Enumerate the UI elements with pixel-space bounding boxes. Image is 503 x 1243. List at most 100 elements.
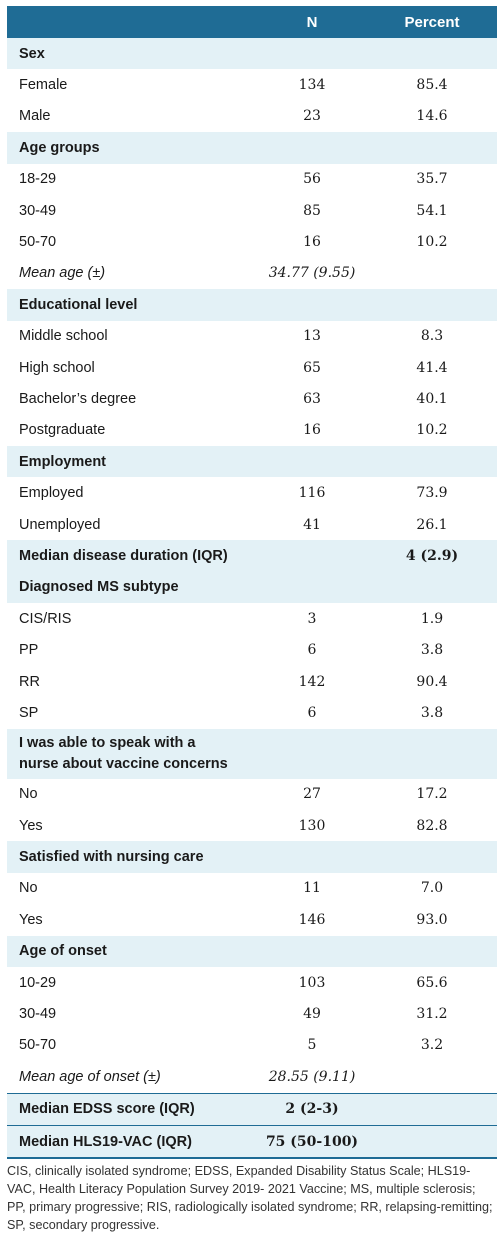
cell-percent: 93.0 — [416, 911, 448, 928]
table-row: Middle school 13 8.3 — [7, 321, 497, 352]
cell-percent: 41.4 — [416, 359, 448, 376]
cell-n: 23 — [303, 108, 321, 125]
section-row: Median EDSS score (IQR) 2 (2-3) — [7, 1092, 497, 1126]
section-row: Educational level — [7, 289, 497, 321]
cell-percent: 85.4 — [416, 77, 448, 94]
row-label: Female — [19, 77, 68, 94]
row-label: Mean age (±) — [19, 265, 106, 282]
table-row: Yes 130 82.8 — [7, 810, 497, 841]
cell-percent: 17.2 — [416, 786, 448, 803]
cell-n: 6 — [307, 704, 317, 721]
cell-percent: 90.4 — [416, 673, 448, 690]
table-row: 30-49 49 31.2 — [7, 998, 497, 1029]
cell-percent: 31.2 — [416, 1006, 448, 1023]
cell-n: 28.55 (9.11) — [268, 1068, 356, 1085]
table-wrapper: N Percent Sex Female 134 85.4 Male 23 14.6 Age … — [7, 6, 497, 1160]
cell-n: 16 — [303, 422, 321, 439]
cell-percent: 26.1 — [416, 516, 448, 533]
table-row: 10-29 103 65.6 — [7, 967, 497, 998]
row-label: Diagnosed MS subtype — [7, 571, 257, 604]
section-row: I was able to speak with a nurse about v… — [7, 728, 497, 779]
cell-n — [257, 446, 367, 478]
row-label: SP — [19, 704, 39, 721]
table-row: High school 65 41.4 — [7, 352, 497, 383]
cell-percent — [367, 38, 497, 70]
row-label: Median EDSS score (IQR) — [7, 1092, 257, 1126]
table-row: 18-29 56 35.7 — [7, 164, 497, 195]
cell-percent — [367, 841, 497, 873]
table-row: No 27 17.2 — [7, 779, 497, 810]
cell-percent: 10.2 — [416, 234, 448, 251]
section-row: Median HLS19-VAC (IQR) 75 (50-100) — [7, 1124, 497, 1160]
cell-n — [257, 38, 367, 70]
row-label: I was able to speak with a nurse about v… — [7, 728, 257, 779]
header-percent: Percent — [367, 6, 497, 38]
cell-percent: 3.2 — [420, 1037, 444, 1054]
cell-percent: 35.7 — [416, 171, 448, 188]
row-label: Educational level — [7, 289, 257, 321]
section-row: Diagnosed MS subtype — [7, 571, 497, 604]
table-row: Male 23 14.6 — [7, 101, 497, 132]
cell-n: 16 — [303, 234, 321, 251]
section-row: Satisfied with nursing care — [7, 841, 497, 873]
table-row: 50-70 16 10.2 — [7, 226, 497, 257]
cell-n: 13 — [303, 328, 321, 345]
cell-n: 2 (2-3) — [257, 1092, 367, 1126]
cell-n: 63 — [303, 390, 321, 407]
section-row: Employment — [7, 446, 497, 478]
cell-n — [257, 935, 367, 967]
row-label: Age groups — [7, 132, 257, 164]
cell-percent — [367, 1092, 497, 1126]
cell-n: 3 — [307, 610, 317, 627]
cell-n: 85 — [303, 202, 321, 219]
row-label: Median disease duration (IQR) — [7, 540, 257, 572]
cell-n: 116 — [298, 485, 326, 502]
cell-n: 130 — [298, 817, 326, 834]
cell-percent: 65.6 — [416, 974, 448, 991]
cell-n: 146 — [298, 911, 326, 928]
table-row: RR 142 90.4 — [7, 666, 497, 697]
row-label: Sex — [7, 38, 257, 70]
cell-percent: 82.8 — [416, 817, 448, 834]
cell-percent — [367, 728, 497, 779]
row-label: CIS/RIS — [19, 610, 72, 627]
row-label: Postgraduate — [19, 422, 106, 439]
cell-n: 49 — [303, 1006, 321, 1023]
cell-percent — [367, 571, 497, 604]
row-label: RR — [19, 673, 40, 690]
footnote-text: CIS, clinically isolated syndrome; EDSS,… — [7, 1164, 493, 1232]
table-row: Employed 116 73.9 — [7, 477, 497, 508]
cell-n: 5 — [307, 1037, 317, 1054]
table-row: SP 6 3.8 — [7, 697, 497, 728]
row-label: 50-70 — [19, 1037, 57, 1054]
cell-percent: 1.9 — [420, 610, 444, 627]
cell-percent: 54.1 — [416, 202, 448, 219]
cell-n: 65 — [303, 359, 321, 376]
row-label: 18-29 — [19, 171, 57, 188]
cell-percent: 10.2 — [416, 422, 448, 439]
row-label: High school — [19, 359, 95, 376]
cell-percent — [367, 1061, 497, 1093]
cell-percent: 7.0 — [420, 880, 444, 897]
cell-percent — [367, 935, 497, 967]
row-label: Median HLS19-VAC (IQR) — [7, 1124, 257, 1160]
cell-percent — [367, 446, 497, 478]
table-row: 30-49 85 54.1 — [7, 195, 497, 226]
row-label: Satisfied with nursing care — [7, 841, 257, 873]
cell-n: 56 — [303, 171, 321, 188]
row-label: Bachelor’s degree — [19, 390, 137, 407]
cell-percent: 73.9 — [416, 485, 448, 502]
row-label: Age of onset — [7, 935, 257, 967]
row-label: Unemployed — [19, 516, 101, 533]
row-label: Male — [19, 108, 51, 125]
table-body: Sex Female 134 85.4 Male 23 14.6 Age groups 18-2… — [7, 38, 497, 1160]
cell-n: 34.77 (9.55) — [268, 265, 356, 282]
cell-n — [257, 132, 367, 164]
demographics-table: N Percent Sex Female 134 85.4 Male 23 14.6 Age … — [7, 6, 497, 1160]
cell-n: 142 — [298, 673, 326, 690]
table-footnote: CIS, clinically isolated syndrome; EDSS,… — [7, 1162, 495, 1234]
row-label: 30-49 — [19, 202, 57, 219]
cell-n — [257, 571, 367, 604]
section-row: Age groups — [7, 132, 497, 164]
row-label: 50-70 — [19, 234, 57, 251]
